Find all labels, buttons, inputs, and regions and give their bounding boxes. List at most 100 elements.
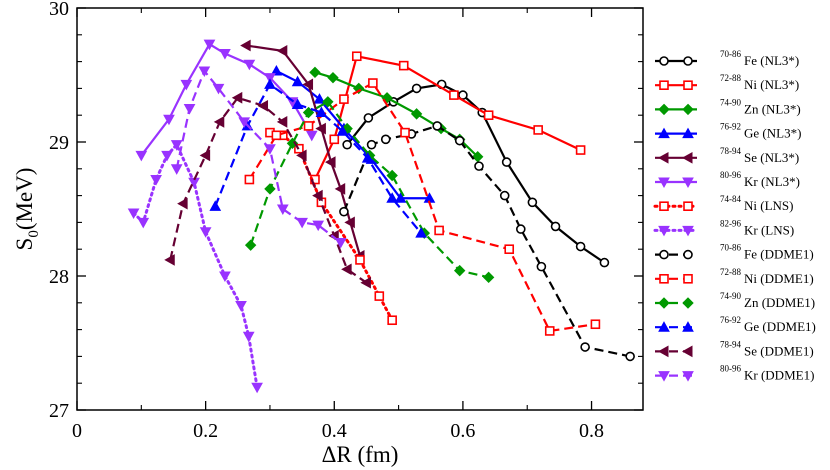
data-point: [599, 257, 610, 268]
legend-marker: [682, 371, 694, 382]
series-7: [127, 140, 263, 394]
data-point: [325, 156, 336, 168]
data-point: [219, 271, 231, 283]
series-line: [175, 68, 342, 244]
x-axis-title: ΔR (fm): [322, 442, 399, 467]
data-point: [482, 271, 495, 284]
data-point: [198, 66, 211, 78]
series-13: [170, 66, 347, 249]
data-point: [150, 175, 162, 186]
legend-superscript: 78-94: [720, 339, 741, 349]
series-line: [214, 82, 422, 234]
y-axis-title-sub: 0: [26, 230, 42, 238]
data-point: [219, 49, 231, 60]
data-point: [242, 331, 255, 343]
legend-superscript: 72-88: [720, 73, 741, 83]
data-point: [499, 190, 510, 201]
data-point: [580, 342, 590, 352]
legend-marker: [681, 151, 693, 164]
data-point: [291, 98, 304, 109]
series-9: [244, 78, 601, 336]
data-point: [575, 145, 586, 155]
data-point: [342, 139, 352, 150]
data-point: [264, 183, 276, 195]
legend-marker: [659, 201, 669, 211]
data-point: [366, 139, 377, 150]
legend-marker: [683, 273, 693, 284]
data-point: [264, 144, 276, 155]
series-5: [135, 39, 318, 162]
x-tick-label: 0.6: [450, 420, 475, 442]
data-point: [276, 204, 289, 216]
x-tick-label: 0.8: [579, 420, 604, 442]
data-point: [180, 79, 193, 91]
y-axis-title: S0(MeV): [12, 168, 42, 251]
data-point: [449, 90, 459, 100]
data-point: [238, 117, 251, 128]
data-point: [315, 106, 328, 118]
legend-label: Kr (DDME1): [744, 368, 814, 383]
y-tick-label: 28: [49, 266, 69, 288]
legend-label: Ni (NL3*): [744, 77, 799, 92]
data-point: [483, 110, 494, 120]
legend-item: 74-90 Zn (NL3*): [655, 97, 801, 116]
series-8: [339, 121, 635, 362]
data-point: [327, 71, 339, 84]
data-point: [334, 183, 346, 195]
x-tick-label: 0: [72, 420, 82, 442]
data-point: [296, 217, 308, 229]
series-line: [346, 83, 606, 264]
legend-marker: [657, 151, 669, 164]
data-point: [276, 45, 288, 57]
legend-marker: [682, 225, 694, 237]
data-point: [501, 157, 512, 167]
data-point: [127, 208, 140, 220]
data-point: [527, 197, 538, 208]
data-point: [368, 78, 378, 88]
legend-label: Zn (NL3*): [744, 101, 801, 116]
data-point: [355, 255, 365, 265]
data-point: [312, 220, 325, 232]
legend-marker: [682, 103, 694, 116]
legend-marker: [682, 127, 694, 139]
data-point: [203, 39, 216, 51]
data-point: [305, 130, 318, 142]
y-tick-label: 29: [49, 132, 69, 154]
legend-superscript: 74-90: [720, 97, 741, 107]
data-point: [387, 315, 397, 326]
series-line: [169, 96, 368, 284]
data-point: [474, 161, 484, 171]
legend-item: 80-96 Kr (NL3*): [655, 170, 800, 189]
legend-superscript: 72-88: [720, 267, 741, 277]
legend-item: 82-96 Kr (LNS): [653, 218, 794, 237]
legend-label: Ge (NL3*): [744, 126, 801, 141]
data-point: [170, 140, 183, 151]
data-point: [336, 125, 349, 136]
data-point: [334, 238, 347, 249]
data-point: [271, 130, 282, 141]
legend-marker: [658, 127, 670, 139]
legend-superscript: 74-90: [720, 291, 741, 301]
series-1: [310, 51, 586, 185]
legend-item: 70-86 Fe (NL3*): [655, 49, 799, 68]
legend-marker: [659, 80, 669, 90]
legend-superscript: 70-86: [720, 243, 741, 253]
legend-marker: [657, 345, 669, 358]
series-line: [314, 71, 479, 158]
y-tick-label: 30: [49, 0, 69, 20]
data-point: [400, 127, 410, 138]
data-point: [329, 134, 340, 145]
legend-item: 76-92 Ge (NL3*): [655, 122, 801, 141]
data-point: [244, 174, 255, 185]
legend-label: Fe (NL3*): [744, 53, 799, 68]
legend-marker: [683, 80, 693, 90]
data-point: [303, 121, 314, 131]
series-line: [313, 54, 582, 180]
data-point: [339, 94, 349, 104]
data-point: [394, 192, 407, 203]
legend-label: Ge (DDME1): [744, 319, 816, 334]
x-tick-label: 0.2: [193, 420, 218, 442]
data-point: [243, 59, 256, 71]
data-point: [231, 91, 243, 104]
